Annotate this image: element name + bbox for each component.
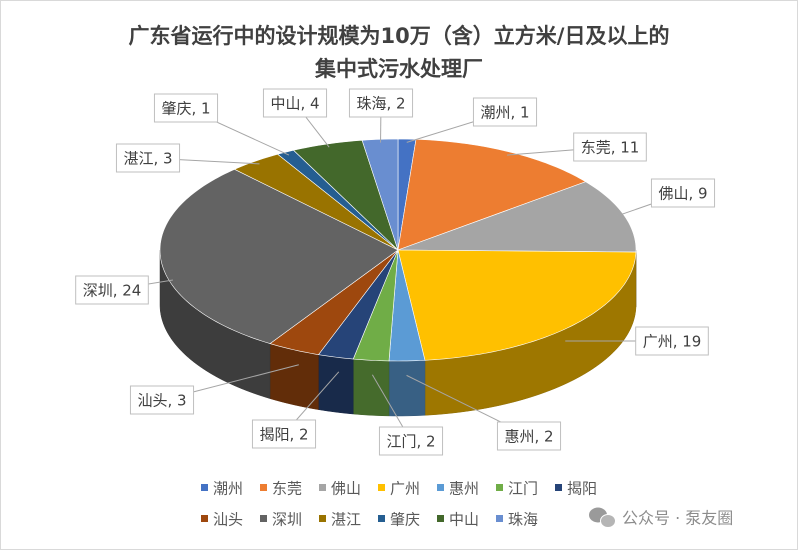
slice: [397, 249, 637, 361]
data-label-box: [472, 97, 538, 127]
legend-swatch: [378, 515, 385, 522]
data-label-box: [496, 421, 562, 451]
legend-label: 深圳: [272, 511, 302, 529]
slice: [397, 139, 587, 251]
legend-swatch: [496, 484, 503, 491]
legend-label: 广州: [390, 480, 420, 498]
data-label-box: [378, 426, 444, 456]
data-label: 东莞, 11: [581, 139, 640, 157]
legend-label: 珠海: [508, 511, 538, 529]
data-labels: 潮州, 1 东莞, 11 佛山, 9 广州, 19 惠州, 2 江门, 2 揭阳, 2 汕头,…: [75, 88, 716, 456]
slice: [397, 181, 637, 253]
legend-label: 佛山: [331, 480, 361, 498]
data-label-box: [153, 93, 219, 123]
slice-side: [352, 358, 390, 417]
slice: [317, 249, 399, 360]
data-label-box: [573, 132, 647, 162]
data-label-box: [348, 88, 414, 118]
data-label: 揭阳, 2: [259, 426, 308, 444]
legend-swatch: [201, 484, 208, 491]
legend-swatch: [260, 484, 267, 491]
legend-swatch: [555, 484, 562, 491]
data-label: 广州, 19: [643, 333, 702, 351]
legend-swatch: [437, 484, 444, 491]
legend-swatch: [201, 515, 208, 522]
legend-label: 惠州: [449, 480, 479, 498]
legend-swatch: [260, 515, 267, 522]
legend-swatch: [378, 484, 385, 491]
legend-swatch: [496, 515, 503, 522]
data-label: 深圳, 24: [83, 282, 142, 300]
legend-label: 中山: [449, 511, 479, 529]
chart-title: 集中式污水处理厂: [314, 57, 483, 81]
legend-label: 江门: [508, 480, 538, 498]
data-label-box: [75, 275, 149, 305]
data-label: 江门, 2: [386, 433, 435, 451]
data-label-box: [262, 88, 328, 118]
slice-tops: [159, 138, 637, 362]
legend-label: 汕头: [213, 511, 243, 529]
data-label: 湛江, 3: [123, 150, 172, 168]
watermark-icon: [589, 507, 616, 528]
data-label-box: [251, 419, 317, 449]
watermark: 公众号 · 泵友圈: [622, 509, 733, 528]
data-label-box: [129, 385, 195, 415]
data-label-box: [650, 178, 716, 208]
data-label-box: [115, 143, 181, 173]
slice: [269, 249, 399, 355]
data-label-box: [635, 326, 709, 356]
data-label: 佛山, 9: [658, 185, 707, 203]
legend-label: 揭阳: [567, 480, 597, 498]
legend-label: 湛江: [331, 511, 361, 529]
slice-side: [318, 354, 354, 415]
slice: [233, 153, 399, 251]
slice-side: [388, 360, 426, 417]
data-label: 中山, 4: [270, 95, 319, 113]
data-label: 惠州, 2: [504, 428, 553, 446]
legend-swatch: [437, 515, 444, 522]
legend-swatch: [319, 484, 326, 491]
legend-label: 肇庆: [390, 511, 420, 529]
data-label: 汕头, 3: [137, 392, 186, 410]
legend-label: 潮州: [213, 480, 243, 498]
slice: [388, 249, 426, 362]
data-label: 肇庆, 1: [161, 100, 210, 118]
slice: [159, 168, 399, 344]
chart-title: 广东省运行中的设计规模为10万（含）立方米/日及以上的: [129, 24, 670, 48]
slice: [361, 138, 399, 251]
data-label: 珠海, 2: [356, 95, 405, 113]
data-label: 潮州, 1: [480, 104, 529, 122]
legend-label: 东莞: [272, 480, 302, 498]
legend-swatch: [319, 515, 326, 522]
